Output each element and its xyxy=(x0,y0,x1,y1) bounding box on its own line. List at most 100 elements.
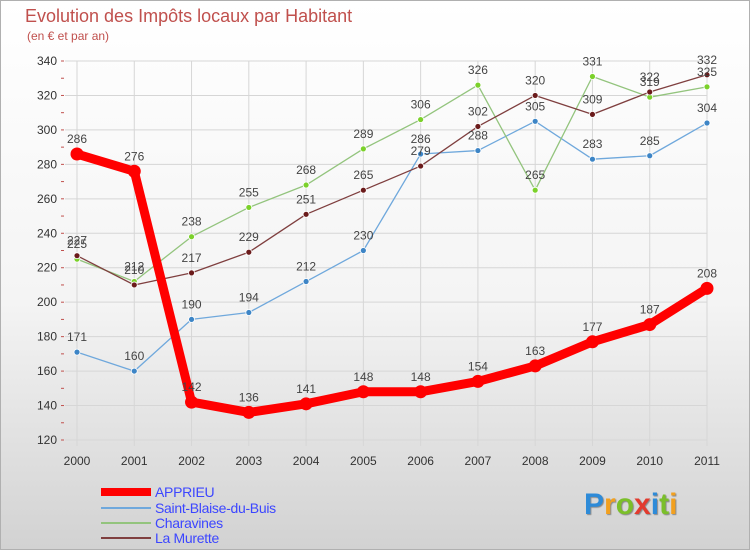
legend-item-charavines: Charavines xyxy=(101,515,361,531)
data-label: 326 xyxy=(468,63,488,77)
logo-letter: o xyxy=(615,488,635,521)
legend-label-apprieu: APPRIEU xyxy=(155,484,215,500)
data-label: 286 xyxy=(411,132,431,146)
series-line-2 xyxy=(76,75,708,283)
x-tick-label: 2011 xyxy=(694,454,720,468)
y-tick-label: 280 xyxy=(37,157,57,171)
series-line-3 xyxy=(76,74,708,286)
data-point xyxy=(185,395,199,409)
data-label: 331 xyxy=(582,55,602,69)
y-tick-label: 220 xyxy=(37,261,57,275)
data-point xyxy=(302,278,310,285)
y-tick-label: 160 xyxy=(37,364,57,378)
data-point xyxy=(245,204,253,211)
data-point xyxy=(130,281,138,289)
data-label: 208 xyxy=(697,266,717,280)
x-tick-label: 2008 xyxy=(522,454,549,468)
y-tick-label: 340 xyxy=(37,54,57,68)
data-point xyxy=(703,71,711,79)
series-lines xyxy=(70,71,714,419)
axes: 120 140 160 180 200 220 240 260 280 300 320 340 2000… xyxy=(37,54,720,468)
legend-item-apprieu: APPRIEU xyxy=(101,484,361,500)
legend-label-saint-blaise: Saint-Blaise-du-Buis xyxy=(155,500,276,516)
data-label: 265 xyxy=(525,168,545,182)
data-point xyxy=(585,335,599,349)
data-label: 289 xyxy=(353,127,373,141)
data-point xyxy=(417,162,425,170)
data-point xyxy=(414,385,428,399)
data-point xyxy=(703,119,711,127)
x-tick-label: 2002 xyxy=(178,454,205,468)
logo-letter: x xyxy=(634,488,651,521)
y-tick-label: 140 xyxy=(37,399,57,413)
data-point xyxy=(188,269,195,277)
data-point xyxy=(643,318,657,332)
data-label: 230 xyxy=(353,229,373,243)
data-label: 255 xyxy=(239,185,259,199)
data-label: 194 xyxy=(239,291,259,305)
x-tick-label: 2004 xyxy=(293,454,320,468)
data-label: 217 xyxy=(182,251,202,265)
data-label: 142 xyxy=(182,380,202,394)
data-label: 190 xyxy=(182,297,202,311)
legend-swatch-charavines xyxy=(101,522,151,524)
data-point xyxy=(474,81,482,89)
data-label: 283 xyxy=(582,137,602,151)
data-label: 227 xyxy=(67,234,87,248)
data-point xyxy=(73,348,81,356)
data-point xyxy=(589,111,596,118)
data-point xyxy=(528,359,542,373)
data-label: 136 xyxy=(239,390,259,404)
logo-letter: i xyxy=(669,488,678,521)
data-point xyxy=(242,405,256,419)
data-point xyxy=(531,92,539,99)
legend-item-saint-blaise: Saint-Blaise-du-Buis xyxy=(101,500,361,516)
y-tick-label: 240 xyxy=(37,226,57,240)
logo-letter: t xyxy=(659,488,670,521)
data-label: 276 xyxy=(124,149,144,163)
data-label: 148 xyxy=(353,370,373,384)
x-tick-label: 2005 xyxy=(350,454,377,468)
data-point xyxy=(417,150,425,158)
data-point xyxy=(589,73,596,80)
logo-letter: i xyxy=(650,488,660,521)
data-point xyxy=(130,367,138,375)
data-point xyxy=(245,248,253,256)
logo-letter: r xyxy=(604,488,616,521)
data-label: 212 xyxy=(124,260,144,274)
data-label: 229 xyxy=(239,230,259,244)
legend-item-la-murette: La Murette xyxy=(101,530,361,546)
data-label: 285 xyxy=(640,134,660,148)
data-point xyxy=(302,181,310,189)
y-tick-label: 200 xyxy=(37,295,57,309)
data-point xyxy=(474,147,482,154)
data-label: 187 xyxy=(640,303,660,317)
data-point xyxy=(589,155,596,163)
data-point xyxy=(356,385,370,399)
data-label: 210 xyxy=(124,263,144,277)
data-label: 171 xyxy=(67,330,87,344)
data-label: 154 xyxy=(468,359,488,373)
data-point xyxy=(245,309,253,316)
x-tick-label: 2009 xyxy=(579,454,606,468)
data-label: 322 xyxy=(640,70,660,84)
data-point xyxy=(127,164,141,178)
data-point xyxy=(359,186,367,194)
data-point xyxy=(359,247,367,254)
chart-subtitle: (en € et par an) xyxy=(27,29,110,43)
data-label: 319 xyxy=(640,75,660,89)
x-tick-label: 2006 xyxy=(407,454,434,468)
data-label: 177 xyxy=(582,320,602,334)
legend-swatch-saint-blaise xyxy=(101,507,151,509)
data-point xyxy=(417,116,425,123)
data-label: 251 xyxy=(296,192,316,206)
chart-title: Evolution des Impôts locaux par Habitant xyxy=(25,6,353,26)
data-point xyxy=(302,210,310,218)
data-label: 238 xyxy=(182,215,202,229)
data-label: 225 xyxy=(67,237,87,251)
data-point xyxy=(646,88,654,96)
series-line-1 xyxy=(76,120,708,372)
